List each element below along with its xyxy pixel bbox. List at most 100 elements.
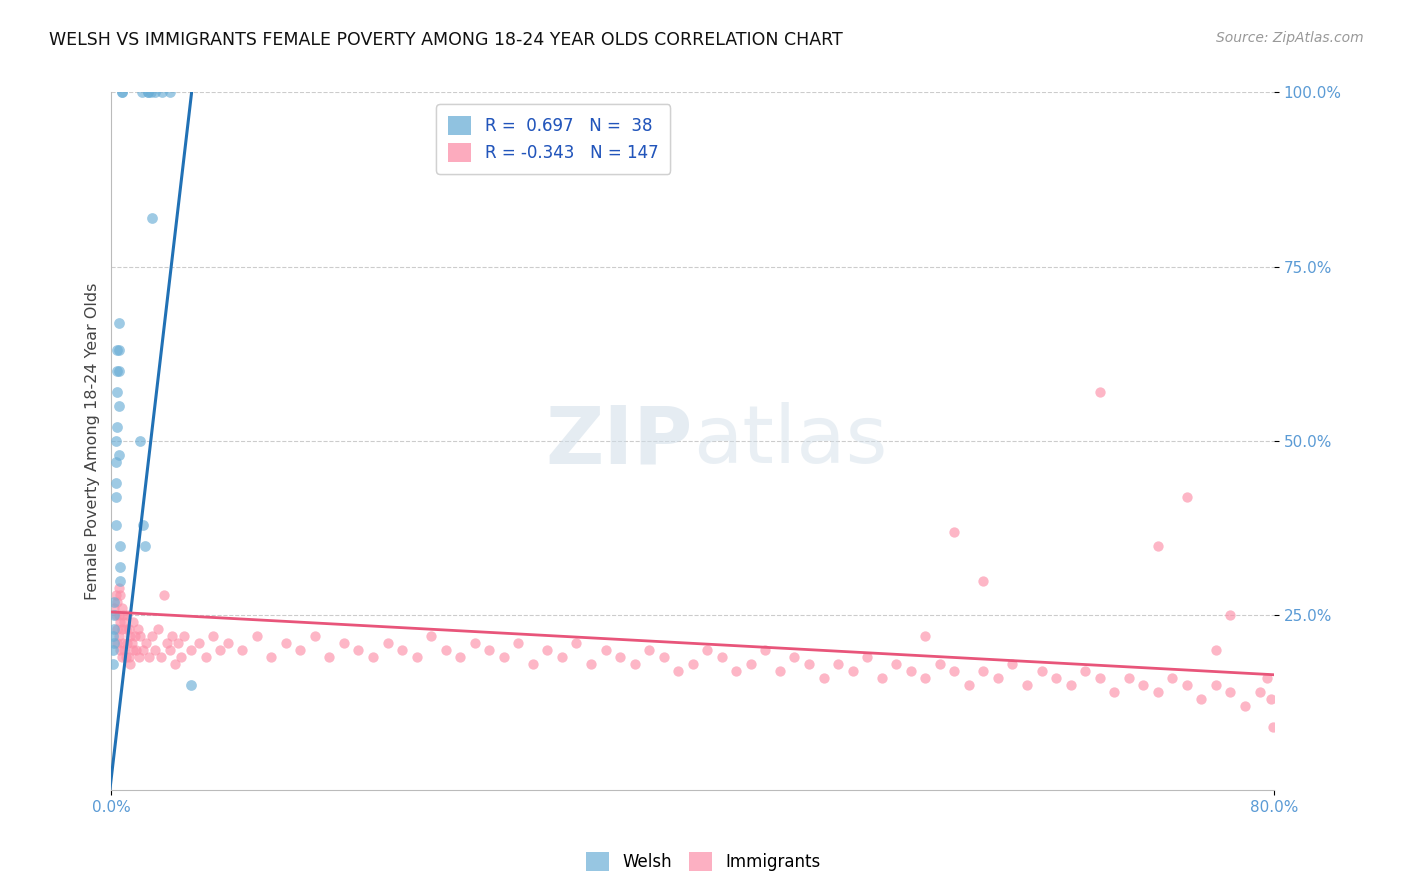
Point [141, 629, 163, 643]
Point [110, 650, 132, 665]
Point [318, 650, 340, 665]
Point [987, 671, 1010, 685]
Point [928, 657, 950, 672]
Point [1233, 699, 1256, 714]
Point [105, 343, 128, 358]
Point [696, 643, 718, 657]
Point [290, 643, 312, 657]
Point [108, 559, 131, 574]
Point [536, 643, 558, 657]
Point [827, 657, 849, 672]
Point [104, 588, 127, 602]
Point [115, 623, 138, 637]
Point [405, 650, 427, 665]
Point [107, 629, 129, 643]
Point [623, 657, 645, 672]
Point [122, 615, 145, 630]
Point [725, 665, 748, 679]
Point [274, 636, 297, 650]
Text: ZIP: ZIP [546, 402, 693, 480]
Point [108, 615, 131, 630]
Point [150, 86, 173, 100]
Point [638, 643, 661, 657]
Point [120, 629, 142, 643]
Point [108, 574, 131, 588]
Point [202, 629, 225, 643]
Point [110, 623, 132, 637]
Point [1219, 685, 1241, 699]
Point [652, 650, 675, 665]
Point [104, 608, 127, 623]
Point [152, 588, 174, 602]
Point [107, 581, 129, 595]
Point [105, 385, 128, 400]
Point [104, 475, 127, 490]
Point [117, 636, 139, 650]
Point [304, 629, 326, 643]
Point [104, 490, 127, 504]
Legend: Welsh, Immigrants: Welsh, Immigrants [578, 843, 828, 880]
Point [1074, 665, 1097, 679]
Point [943, 665, 966, 679]
Point [108, 539, 131, 553]
Point [156, 636, 179, 650]
Point [1189, 692, 1212, 706]
Point [1219, 608, 1241, 623]
Point [492, 650, 515, 665]
Point [1088, 385, 1111, 400]
Point [129, 434, 152, 449]
Point [146, 623, 169, 637]
Point [478, 643, 501, 657]
Point [136, 86, 159, 100]
Point [682, 657, 704, 672]
Point [114, 643, 136, 657]
Point [1031, 665, 1053, 679]
Point [1205, 643, 1227, 657]
Point [127, 623, 149, 637]
Point [884, 657, 907, 672]
Point [1102, 685, 1125, 699]
Point [105, 636, 128, 650]
Point [740, 657, 762, 672]
Point [914, 671, 936, 685]
Point [1118, 671, 1140, 685]
Point [112, 608, 135, 623]
Point [1256, 671, 1278, 685]
Point [103, 636, 125, 650]
Point [129, 629, 152, 643]
Point [565, 636, 588, 650]
Point [107, 343, 129, 358]
Point [121, 636, 143, 650]
Point [464, 636, 486, 650]
Point [710, 650, 733, 665]
Point [103, 601, 125, 615]
Point [110, 601, 132, 615]
Y-axis label: Female Poverty Among 18-24 Year Olds: Female Poverty Among 18-24 Year Olds [86, 283, 100, 599]
Point [420, 629, 443, 643]
Point [813, 671, 835, 685]
Point [1175, 490, 1198, 504]
Text: atlas: atlas [693, 402, 887, 480]
Point [165, 657, 187, 672]
Point [118, 650, 141, 665]
Point [231, 643, 253, 657]
Point [132, 517, 155, 532]
Point [957, 678, 980, 692]
Point [1088, 671, 1111, 685]
Point [551, 650, 574, 665]
Point [972, 574, 994, 588]
Point [391, 643, 413, 657]
Text: WELSH VS IMMIGRANTS FEMALE POVERTY AMONG 18-24 YEAR OLDS CORRELATION CHART: WELSH VS IMMIGRANTS FEMALE POVERTY AMONG… [49, 31, 844, 49]
Point [110, 86, 132, 100]
Point [101, 643, 124, 657]
Point [107, 448, 129, 462]
Point [1146, 685, 1168, 699]
Point [870, 671, 893, 685]
Point [361, 650, 384, 665]
Point [112, 636, 135, 650]
Legend: R =  0.697   N =  38, R = -0.343   N = 147: R = 0.697 N = 38, R = -0.343 N = 147 [436, 104, 671, 174]
Point [180, 678, 202, 692]
Point [115, 650, 138, 665]
Point [138, 650, 160, 665]
Point [1146, 539, 1168, 553]
